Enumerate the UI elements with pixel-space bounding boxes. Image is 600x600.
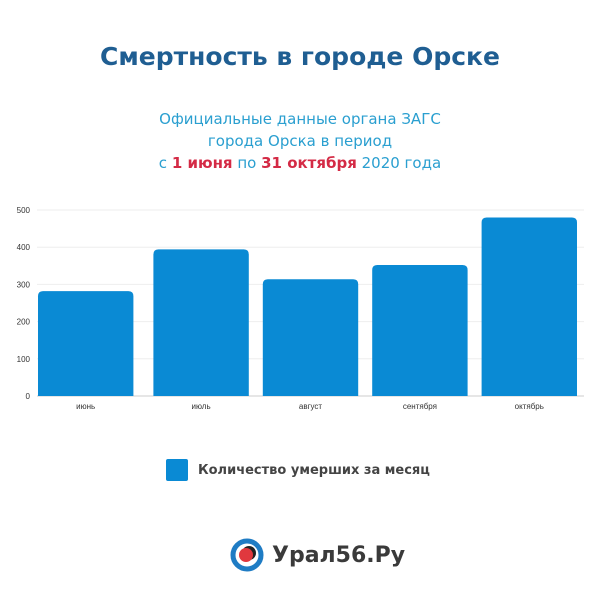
date-to: 31 октября (261, 154, 357, 172)
subtitle-line-1: Официальные данные органа ЗАГС (159, 110, 441, 128)
logo: Урал56.Ру (230, 538, 405, 572)
bar (372, 265, 468, 396)
x-tick-label: август (299, 402, 323, 411)
subtitle-prefix: с (158, 154, 172, 172)
bar (38, 291, 134, 396)
y-tick-label: 0 (26, 392, 31, 401)
bar-chart: 0 100 200 300 400 500 июнь июль август сентября ок… (17, 206, 584, 411)
ural56-logo-icon (230, 538, 264, 572)
bar (481, 217, 577, 396)
date-from: 1 июня (171, 154, 233, 172)
x-tick-label: октябрь (515, 402, 544, 411)
subtitle-line-3: с 1 июня по 31 октября 2020 года (0, 152, 600, 174)
bar (262, 279, 359, 396)
x-tick-label: июнь (76, 402, 95, 411)
page-title: Смертность в городе Орске (100, 42, 500, 71)
x-tick-label: сентября (403, 402, 437, 411)
x-tick-label: июль (192, 402, 211, 411)
legend-swatch (166, 459, 188, 481)
bar (153, 249, 249, 396)
legend: Количество умерших за месяц (166, 459, 430, 481)
y-tick-label: 500 (17, 206, 31, 215)
logo-text: Урал56.Ру (272, 542, 406, 568)
y-tick-label: 100 (17, 355, 31, 364)
subtitle: Официальные данные органа ЗАГС города Ор… (0, 108, 600, 174)
subtitle-line-2: города Орска в период (207, 132, 393, 150)
y-tick-label: 400 (17, 243, 31, 252)
legend-label: Количество умерших за месяц (198, 462, 430, 478)
y-tick-label: 200 (17, 318, 31, 327)
subtitle-mid: по (232, 154, 262, 172)
subtitle-suffix: 2020 года (356, 154, 442, 172)
y-tick-label: 300 (17, 280, 31, 289)
